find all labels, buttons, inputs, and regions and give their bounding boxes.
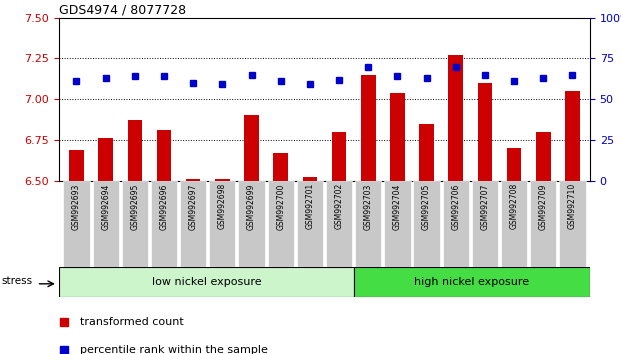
Bar: [361, 75, 376, 181]
Bar: [419, 124, 434, 181]
Text: GSM992709: GSM992709: [539, 183, 548, 229]
Bar: [215, 179, 230, 181]
Bar: [122, 181, 148, 267]
Text: GSM992707: GSM992707: [481, 183, 489, 229]
Text: high nickel exposure: high nickel exposure: [414, 277, 530, 287]
Text: GSM992706: GSM992706: [451, 183, 460, 229]
Text: GSM992702: GSM992702: [335, 183, 343, 229]
Text: GSM992710: GSM992710: [568, 183, 577, 229]
Bar: [478, 83, 492, 181]
Bar: [186, 179, 201, 181]
Text: stress: stress: [1, 276, 32, 286]
Bar: [69, 150, 84, 181]
Bar: [355, 181, 381, 267]
Bar: [472, 181, 498, 267]
Bar: [390, 93, 405, 181]
Text: percentile rank within the sample: percentile rank within the sample: [80, 345, 268, 354]
Text: low nickel exposure: low nickel exposure: [152, 277, 261, 287]
Bar: [127, 120, 142, 181]
Bar: [384, 181, 410, 267]
Bar: [507, 148, 522, 181]
Text: GSM992700: GSM992700: [276, 183, 285, 229]
Text: GSM992705: GSM992705: [422, 183, 431, 229]
Bar: [565, 91, 580, 181]
Text: GSM992703: GSM992703: [364, 183, 373, 229]
Bar: [98, 138, 113, 181]
Bar: [156, 130, 171, 181]
Bar: [536, 132, 551, 181]
Bar: [244, 115, 259, 181]
Text: GSM992697: GSM992697: [189, 183, 197, 229]
Text: GDS4974 / 8077728: GDS4974 / 8077728: [59, 4, 186, 17]
Text: GSM992699: GSM992699: [247, 183, 256, 229]
Text: GSM992701: GSM992701: [306, 183, 314, 229]
Bar: [501, 181, 527, 267]
Bar: [59, 267, 354, 297]
Bar: [268, 181, 294, 267]
Bar: [530, 181, 556, 267]
Bar: [93, 181, 119, 267]
Bar: [302, 177, 317, 181]
Text: GSM992695: GSM992695: [130, 183, 139, 229]
Bar: [209, 181, 235, 267]
Bar: [297, 181, 323, 267]
Bar: [180, 181, 206, 267]
Bar: [326, 181, 352, 267]
Text: GSM992696: GSM992696: [160, 183, 168, 229]
Text: GSM992693: GSM992693: [72, 183, 81, 229]
Bar: [238, 181, 265, 267]
Bar: [332, 132, 347, 181]
Text: GSM992704: GSM992704: [393, 183, 402, 229]
Bar: [448, 55, 463, 181]
Bar: [414, 181, 440, 267]
Bar: [443, 181, 469, 267]
Text: GSM992708: GSM992708: [510, 183, 519, 229]
Bar: [354, 267, 590, 297]
Bar: [273, 153, 288, 181]
Text: transformed count: transformed count: [80, 317, 184, 327]
Bar: [560, 181, 586, 267]
Bar: [63, 181, 89, 267]
Text: GSM992694: GSM992694: [101, 183, 110, 229]
Bar: [151, 181, 177, 267]
Text: GSM992698: GSM992698: [218, 183, 227, 229]
